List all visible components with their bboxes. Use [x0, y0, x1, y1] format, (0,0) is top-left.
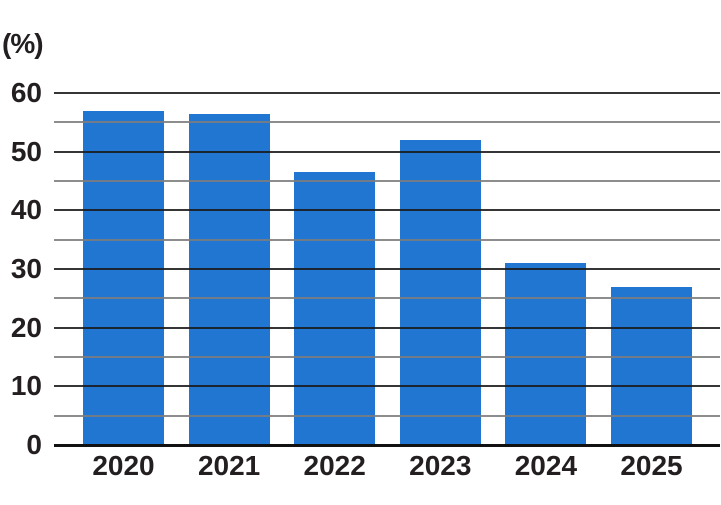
major-gridline-20	[54, 326, 720, 329]
x-axis-line	[54, 444, 720, 447]
y-tick-label-60: 60	[10, 77, 42, 108]
major-gridline-60	[54, 92, 720, 94]
minor-gridline-35	[54, 238, 720, 241]
y-tick-label-40: 40	[10, 194, 42, 226]
minor-gridline-5	[54, 414, 720, 417]
y-axis-unit-label: (%)	[2, 28, 44, 59]
y-tick-label-10: 10	[10, 370, 42, 402]
y-tick-label-50: 50	[10, 135, 42, 167]
x-tick-label-2022: 2022	[303, 450, 366, 481]
major-gridline-30	[54, 268, 720, 270]
bar-2024	[505, 263, 587, 445]
x-tick-label-2021: 2021	[197, 450, 261, 481]
bar-2025	[611, 286, 692, 445]
major-gridline-40	[54, 209, 720, 212]
y-tick-label-0: 0	[26, 429, 42, 460]
major-gridline-50	[54, 150, 720, 153]
y-tick-label-20: 20	[10, 311, 42, 343]
minor-gridline-45	[54, 180, 720, 182]
x-tick-label-2024: 2024	[514, 450, 578, 481]
bar-2022	[294, 172, 376, 445]
y-tick-label-30: 30	[10, 253, 42, 284]
x-tick-label-2025: 2025	[620, 450, 683, 481]
minor-gridline-25	[54, 297, 720, 300]
x-tick-label-2023: 2023	[409, 450, 472, 481]
major-gridline-10	[54, 385, 720, 388]
minor-gridline-55	[54, 121, 720, 124]
bar-2021	[188, 113, 270, 445]
x-tick-label-2020: 2020	[92, 450, 155, 481]
bar-2023	[399, 139, 481, 445]
minor-gridline-15	[54, 356, 720, 358]
bar-2020	[83, 110, 164, 445]
